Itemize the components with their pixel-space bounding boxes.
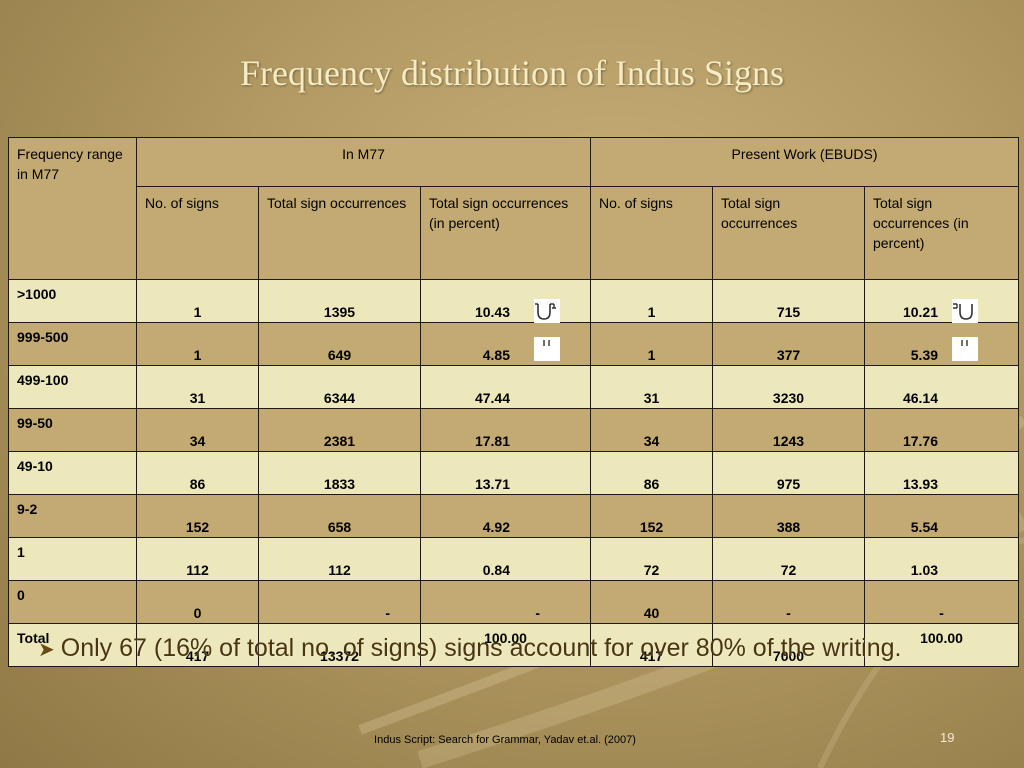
ebuds-percent-cell: 1.03 bbox=[863, 537, 1020, 581]
ebuds-occurrences-cell: 3230 bbox=[712, 365, 865, 409]
table-row: 49-10 86 1833 13.71 86 975 13.93 bbox=[8, 451, 1020, 495]
m77-percent-cell: 100.00 bbox=[420, 623, 591, 667]
range-cell: Total bbox=[8, 623, 137, 667]
ebuds-occurrences-cell: 715 bbox=[712, 279, 865, 323]
m77-signs-cell: 1 bbox=[136, 322, 259, 366]
m77-signs-cell: 417 bbox=[136, 623, 259, 667]
page-number: 19 bbox=[940, 730, 955, 745]
range-cell: 49-10 bbox=[8, 451, 137, 495]
m77-occurrences-cell: 1395 bbox=[258, 279, 421, 323]
summary-bullet-text: Only 67 (16% of total no. of signs) sign… bbox=[60, 634, 902, 662]
m77-occurrences-cell: 1833 bbox=[258, 451, 421, 495]
m77-occurrences-cell: - bbox=[258, 580, 421, 624]
m77-occurrences-cell: 112 bbox=[258, 537, 421, 581]
arrow-bullet-icon: ➤ bbox=[38, 639, 55, 661]
ebuds-signs-cell: 1 bbox=[590, 279, 713, 323]
range-cell: 999-500 bbox=[8, 322, 137, 366]
range-cell: 9-2 bbox=[8, 494, 137, 538]
subheader-m77-total-occurrences: Total sign occurrences bbox=[258, 186, 421, 280]
table-row: >1000 1 1395 10.43 1 715 10.21 bbox=[8, 279, 1020, 323]
table-row: 9-2 152 658 4.92 152 388 5.54 bbox=[8, 494, 1020, 538]
m77-occurrences-cell: 13372 bbox=[258, 623, 421, 667]
m77-signs-cell: 152 bbox=[136, 494, 259, 538]
ebuds-signs-cell: 86 bbox=[590, 451, 713, 495]
m77-percent-cell: 4.85 bbox=[420, 322, 591, 366]
ebuds-percent-value: 10.21 bbox=[902, 304, 939, 320]
m77-signs-cell: 34 bbox=[136, 408, 259, 452]
indus-jar-sign-icon bbox=[534, 299, 560, 323]
range-cell: 99-50 bbox=[8, 408, 137, 452]
ebuds-percent-cell: 5.39 bbox=[863, 322, 1020, 366]
summary-bullet: ➤ Only 67 (16% of total no. of signs) sig… bbox=[38, 632, 978, 666]
table-row: 999-500 1 649 4.85 1 377 5.39 bbox=[8, 322, 1020, 366]
ebuds-percent-cell: 10.21 bbox=[863, 279, 1020, 323]
m77-percent-cell: 4.92 bbox=[420, 494, 591, 538]
m77-occurrences-cell: 658 bbox=[258, 494, 421, 538]
ebuds-signs-cell: 152 bbox=[590, 494, 713, 538]
m77-signs-cell: 86 bbox=[136, 451, 259, 495]
m77-signs-cell: 31 bbox=[136, 365, 259, 409]
m77-percent-cell: 13.71 bbox=[420, 451, 591, 495]
ebuds-percent-cell: 17.76 bbox=[863, 408, 1020, 452]
m77-percent-cell: 10.43 bbox=[420, 279, 591, 323]
table-row: 0 0 - - 40 - - bbox=[8, 580, 1020, 624]
slide-title: Frequency distribution of Indus Signs bbox=[240, 53, 784, 93]
m77-occurrences-cell: 2381 bbox=[258, 408, 421, 452]
table-row: 1 112 112 0.84 72 72 1.03 bbox=[8, 537, 1020, 581]
ebuds-occurrences-cell: 975 bbox=[712, 451, 865, 495]
m77-percent-value: 4.85 bbox=[482, 347, 510, 363]
ebuds-percent-cell: 100.00 bbox=[863, 623, 1020, 667]
ebuds-occurrences-cell: 1243 bbox=[712, 408, 865, 452]
header-present-work: Present Work (EBUDS) bbox=[589, 137, 1020, 187]
ebuds-percent-cell: 13.93 bbox=[863, 451, 1020, 495]
ebuds-signs-cell: 31 bbox=[590, 365, 713, 409]
subheader-ebuds-no-signs: No. of signs bbox=[590, 186, 713, 280]
indus-jar-sign-icon bbox=[952, 299, 979, 323]
table-row: Total 417 13372 100.00 417 7000 100.00 bbox=[8, 623, 1020, 667]
range-cell: >1000 bbox=[8, 279, 137, 323]
ebuds-occurrences-cell: 388 bbox=[712, 494, 865, 538]
ebuds-occurrences-cell: 7000 bbox=[712, 623, 865, 667]
m77-occurrences-cell: 6344 bbox=[258, 365, 421, 409]
ebuds-percent-cell: 5.54 bbox=[863, 494, 1020, 538]
ebuds-percent-cell: - bbox=[863, 580, 1020, 624]
m77-percent-value: 10.43 bbox=[474, 304, 510, 320]
ebuds-occurrences-cell: 377 bbox=[712, 322, 865, 366]
m77-percent-cell: - bbox=[420, 580, 591, 624]
m77-percent-cell: 0.84 bbox=[420, 537, 591, 581]
table-row: 499-100 31 6344 47.44 31 3230 46.14 bbox=[8, 365, 1020, 409]
indus-two-strokes-sign-icon bbox=[534, 337, 560, 361]
ebuds-signs-cell: 72 bbox=[590, 537, 713, 581]
ebuds-signs-cell: 40 bbox=[590, 580, 713, 624]
header-in-m77: In M77 bbox=[136, 137, 591, 187]
m77-occurrences-cell: 649 bbox=[258, 322, 421, 366]
ebuds-percent-value: 5.39 bbox=[910, 347, 939, 363]
m77-percent-cell: 17.81 bbox=[420, 408, 591, 452]
header-frequency-range: Frequency range in M77 bbox=[8, 137, 137, 280]
range-cell: 0 bbox=[8, 580, 137, 624]
ebuds-signs-cell: 417 bbox=[590, 623, 713, 667]
frequency-table: Frequency range in M77 In M77 Present Wo… bbox=[8, 137, 1020, 667]
subheader-ebuds-total-occurrences: Total sign occurrences bbox=[712, 186, 865, 280]
subheader-m77-total-percent: Total sign occurrences (in percent) bbox=[420, 186, 591, 280]
m77-signs-cell: 112 bbox=[136, 537, 259, 581]
footer-citation: Indus Script: Search for Grammar, Yadav … bbox=[374, 734, 636, 746]
m77-percent-cell: 47.44 bbox=[420, 365, 591, 409]
ebuds-signs-cell: 1 bbox=[590, 322, 713, 366]
indus-two-strokes-sign-icon bbox=[952, 337, 979, 361]
range-cell: 499-100 bbox=[8, 365, 137, 409]
table-row: 99-50 34 2381 17.81 34 1243 17.76 bbox=[8, 408, 1020, 452]
subheader-ebuds-total-percent: Total sign occurrences (in percent) bbox=[863, 186, 1020, 280]
ebuds-signs-cell: 34 bbox=[590, 408, 713, 452]
subheader-m77-no-signs: No. of signs bbox=[136, 186, 259, 280]
ebuds-occurrences-cell: - bbox=[712, 580, 865, 624]
ebuds-percent-cell: 46.14 bbox=[863, 365, 1020, 409]
m77-signs-cell: 0 bbox=[136, 580, 259, 624]
range-cell: 1 bbox=[8, 537, 137, 581]
m77-signs-cell: 1 bbox=[136, 279, 259, 323]
ebuds-occurrences-cell: 72 bbox=[712, 537, 865, 581]
